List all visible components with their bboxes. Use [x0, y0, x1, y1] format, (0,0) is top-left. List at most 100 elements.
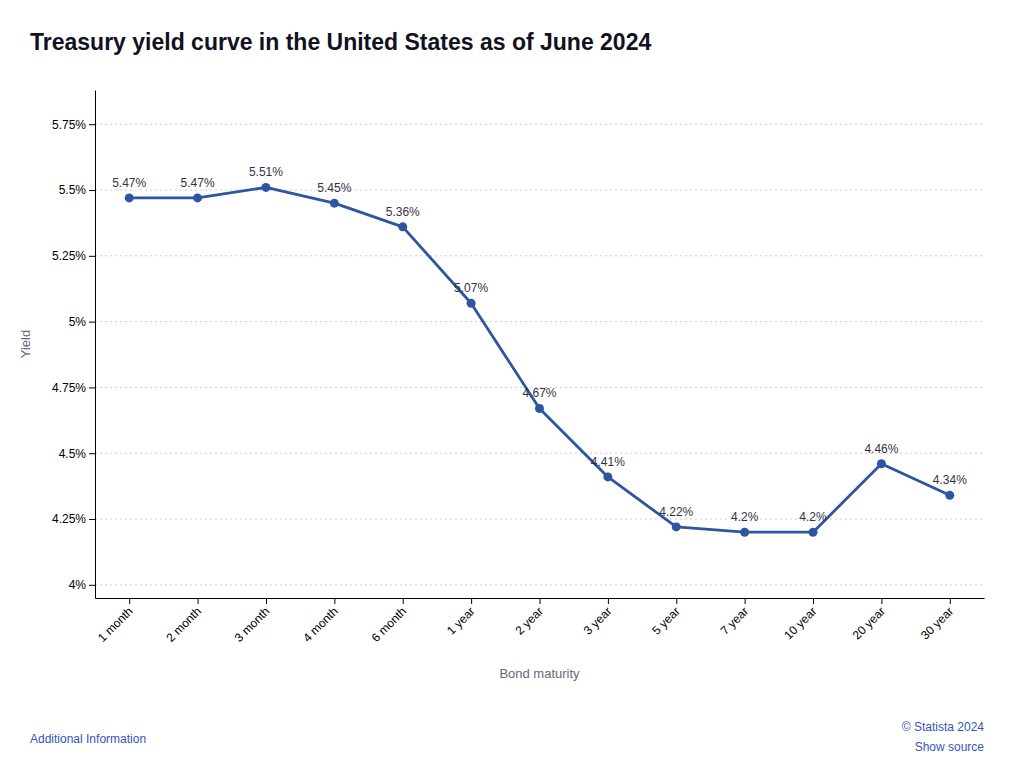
- x-tick: 1 year: [444, 598, 477, 638]
- y-tick: 4%: [69, 578, 95, 592]
- title: Treasury yield curve in the United State…: [30, 29, 651, 55]
- x-tick: 4 month: [300, 598, 341, 645]
- x-tick-label: 6 month: [369, 604, 410, 645]
- y-tick-mark: [89, 256, 95, 257]
- point: [809, 528, 818, 537]
- x-tick-label: 5 year: [649, 604, 682, 637]
- x-tick-mark: [198, 598, 199, 604]
- y-tick-mark: [89, 453, 95, 454]
- y-tick-mark: [89, 519, 95, 520]
- point: [945, 491, 954, 500]
- point: [535, 404, 544, 413]
- x-tick-label: 3 month: [232, 604, 273, 645]
- y-tick: 5%: [69, 315, 95, 329]
- x-tick: 2 year: [512, 598, 545, 638]
- point: [467, 299, 476, 308]
- x-tick-mark: [540, 598, 541, 604]
- annotation: © Statista 2024: [902, 720, 985, 734]
- x-tick-label: 1 year: [444, 604, 477, 637]
- x-tick-label: 1 month: [95, 604, 136, 645]
- x-axis: 1 month 2 month 3 month 4 month 6 month 1 yea…: [95, 598, 984, 645]
- grid-line: [95, 124, 984, 125]
- x-tick-label: 3 year: [581, 604, 614, 637]
- x-tick-label: 2 year: [512, 604, 545, 637]
- point: [193, 193, 202, 202]
- data-label: 5.45%: [317, 181, 351, 195]
- x-tick-label: 7 year: [718, 604, 751, 637]
- x-tick-label: 2 month: [163, 604, 204, 645]
- data-label: 4.22%: [659, 505, 693, 519]
- x-tick: 5 year: [649, 598, 682, 638]
- point: [672, 522, 681, 531]
- y-tick-mark: [89, 322, 95, 323]
- y-tick-mark: [89, 124, 95, 125]
- x-tick-mark: [266, 598, 267, 604]
- y-tick-label: 4.75%: [52, 381, 86, 395]
- x-tick-mark: [881, 598, 882, 604]
- x-tick-label: 20 year: [850, 604, 888, 642]
- x-tick-label: 30 year: [918, 604, 956, 642]
- data-label: 4.2%: [799, 510, 827, 524]
- data-label: 5.47%: [112, 176, 146, 190]
- chart: Treasury yield curve in the United State…: [0, 0, 1024, 773]
- y-tick-label: 5%: [69, 315, 87, 329]
- y-tick: 5.5%: [59, 183, 95, 197]
- x-tick: 6 month: [369, 598, 410, 645]
- point: [740, 528, 749, 537]
- grid-line: [95, 453, 984, 454]
- point: [261, 183, 270, 192]
- data-label: 4.2%: [731, 510, 759, 524]
- y-tick-mark: [89, 387, 95, 388]
- grid-line: [95, 190, 984, 191]
- y-tick-label: 5.5%: [59, 183, 87, 197]
- y-tick-label: 4%: [69, 578, 87, 592]
- y-tick-label: 4.25%: [52, 512, 86, 526]
- y-tick-mark: [89, 585, 95, 586]
- data-labels: 5.47%5.47%5.51%5.45%5.36%5.07%4.67%4.41%…: [112, 165, 967, 524]
- y-tick: 4.25%: [52, 512, 95, 526]
- x-tick: 2 month: [163, 598, 204, 645]
- y-axis-title: Yield: [18, 330, 33, 358]
- x-tick: 3 year: [581, 598, 614, 638]
- annotation: Show source: [915, 740, 985, 754]
- data-label: 4.46%: [864, 442, 898, 456]
- y-tick-label: 5.25%: [52, 249, 86, 263]
- y-tick: 4.5%: [59, 447, 95, 461]
- x-tick-mark: [608, 598, 609, 604]
- plot-area: 4% 4.25% 4.5% 4.75% 5% 5.25% 5.5% 5.75% 1 month 2…: [18, 91, 985, 682]
- x-tick-mark: [745, 598, 746, 604]
- y-axis-line: [95, 91, 96, 599]
- data-label: 4.34%: [933, 473, 967, 487]
- x-tick: 1 month: [95, 598, 136, 645]
- x-tick-mark: [334, 598, 335, 604]
- y-tick-label: 5.75%: [52, 118, 86, 132]
- data-label: 4.41%: [591, 455, 625, 469]
- x-tick-mark: [129, 598, 130, 604]
- y-axis: 4% 4.25% 4.5% 4.75% 5% 5.25% 5.5% 5.75%: [52, 91, 96, 599]
- line: [129, 187, 950, 532]
- annotations: Additional Information © Statista 2024 Sho…: [30, 720, 984, 754]
- y-tick: 5.75%: [52, 118, 95, 132]
- y-tick-label: 4.5%: [59, 447, 87, 461]
- x-tick: 7 year: [718, 598, 751, 638]
- data-label: 5.47%: [181, 176, 215, 190]
- point: [125, 193, 134, 202]
- y-tick: 4.75%: [52, 381, 95, 395]
- y-tick: 5.25%: [52, 249, 95, 263]
- grid-line: [95, 519, 984, 520]
- annotation: Additional Information: [30, 732, 146, 746]
- point: [877, 459, 886, 468]
- grid-line: [95, 584, 984, 585]
- grid: [95, 124, 984, 585]
- x-tick-mark: [471, 598, 472, 604]
- x-tick-mark: [950, 598, 951, 604]
- point: [603, 472, 612, 481]
- x-tick-mark: [813, 598, 814, 604]
- grid-line: [95, 321, 984, 322]
- point: [398, 222, 407, 231]
- x-tick: 10 year: [781, 598, 819, 642]
- x-tick-label: 4 month: [300, 604, 341, 645]
- data-label: 5.51%: [249, 165, 283, 179]
- y-tick-mark: [89, 190, 95, 191]
- x-tick-mark: [403, 598, 404, 604]
